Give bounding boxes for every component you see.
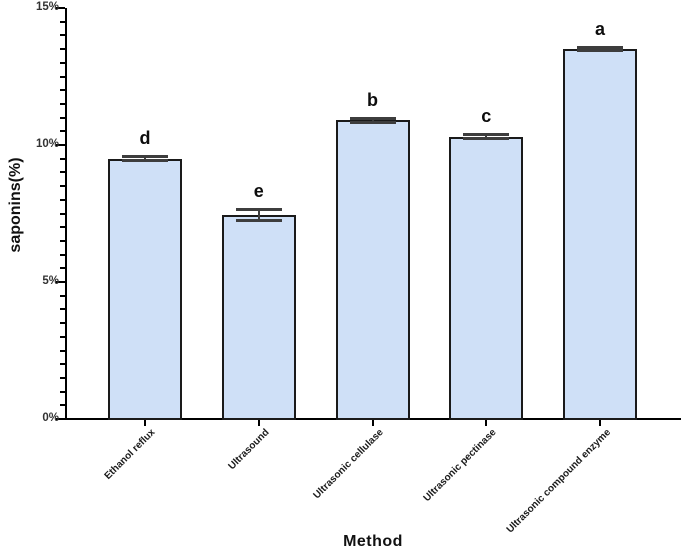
error-bar-line	[485, 133, 488, 141]
y-minor-tick	[60, 48, 65, 51]
y-minor-tick	[60, 198, 65, 201]
y-tick-label: 5%	[42, 275, 59, 287]
y-axis-line	[65, 8, 67, 420]
error-bar-cap	[235, 208, 282, 212]
significance-letter: e	[253, 181, 264, 202]
bar	[108, 158, 182, 420]
y-minor-tick	[60, 226, 65, 229]
significance-letter: a	[594, 19, 606, 40]
y-major-tick	[56, 144, 65, 146]
x-category-label: Ethanol reflux	[102, 427, 158, 482]
y-major-tick	[56, 7, 65, 9]
y-major-tick	[56, 418, 65, 420]
error-bar-line	[257, 208, 260, 222]
error-bar-cap	[577, 48, 623, 52]
y-minor-tick	[60, 20, 65, 23]
error-bar-cap	[235, 218, 282, 222]
error-bar-cap	[349, 117, 396, 121]
y-minor-tick	[60, 376, 65, 379]
x-category-label: Ultrasonic pectinase	[422, 427, 500, 504]
significance-letter: c	[481, 106, 492, 127]
y-minor-tick	[60, 116, 65, 119]
x-tick	[599, 420, 601, 426]
bar	[449, 136, 524, 420]
y-tick-label: 10%	[35, 138, 59, 150]
bar	[221, 214, 296, 420]
y-minor-tick	[60, 89, 65, 92]
y-minor-tick	[60, 404, 65, 407]
error-bar-cap	[577, 46, 623, 50]
error-bar-cap	[463, 133, 510, 137]
error-bar-cap	[463, 137, 510, 141]
error-bar-cap	[122, 158, 168, 162]
y-minor-tick	[60, 34, 65, 37]
y-axis-title: saponins(%)	[7, 157, 24, 253]
x-category-label: Ultrasound	[226, 427, 272, 473]
y-minor-tick	[60, 390, 65, 393]
x-tick	[144, 420, 146, 426]
y-minor-tick	[60, 239, 65, 242]
y-minor-tick	[60, 102, 65, 105]
x-axis-title: Method	[343, 533, 403, 550]
x-category-label: Ultrasonic cellulase	[311, 427, 386, 502]
y-minor-tick	[60, 349, 65, 352]
significance-letter: d	[139, 128, 151, 149]
x-tick	[485, 420, 488, 426]
y-minor-tick	[60, 171, 65, 174]
y-tick-label: 15%	[35, 1, 59, 13]
error-bar-cap	[349, 120, 396, 124]
error-bar-line	[371, 117, 374, 124]
y-minor-tick	[60, 322, 65, 325]
error-bar-line	[144, 155, 146, 162]
bar	[335, 120, 410, 420]
y-minor-tick	[60, 267, 65, 270]
error-bar-cap	[122, 155, 168, 159]
y-tick-label: 0%	[42, 412, 59, 424]
x-category-label: Ultrasonic compound enzyme	[504, 427, 613, 536]
y-minor-tick	[60, 335, 65, 338]
y-minor-tick	[60, 294, 65, 297]
y-minor-tick	[60, 308, 65, 311]
x-tick	[257, 420, 260, 426]
y-minor-tick	[60, 75, 65, 78]
y-minor-tick	[60, 212, 65, 215]
y-minor-tick	[60, 130, 65, 133]
y-minor-tick	[60, 157, 65, 160]
x-tick	[371, 420, 374, 426]
y-major-tick	[56, 281, 65, 283]
significance-letter: b	[367, 90, 378, 111]
y-minor-tick	[60, 363, 65, 366]
y-minor-tick	[60, 185, 65, 188]
y-minor-tick	[60, 61, 65, 64]
bar	[563, 49, 637, 420]
y-minor-tick	[60, 253, 65, 256]
